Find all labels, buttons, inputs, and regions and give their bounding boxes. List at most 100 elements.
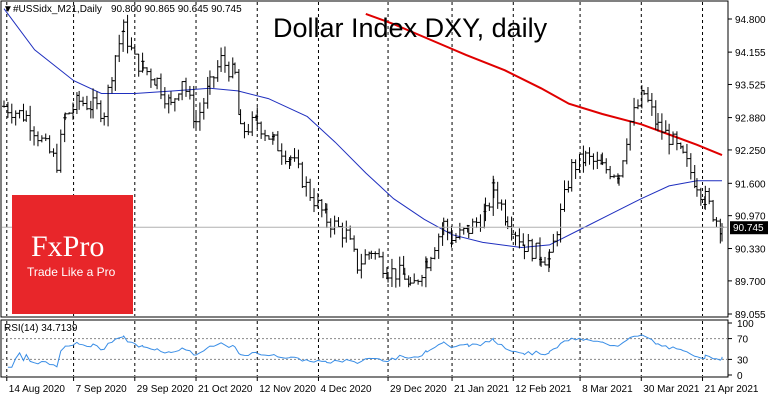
price-bar — [453, 233, 458, 243]
price-bar — [279, 143, 284, 165]
price-bar — [667, 123, 672, 155]
price-bar — [373, 251, 378, 260]
price-bar — [222, 46, 227, 73]
price-bar — [5, 101, 10, 118]
price-bar — [562, 180, 567, 212]
price-bar — [419, 274, 424, 287]
price-bar — [84, 95, 89, 111]
price-bar — [319, 198, 324, 218]
price-bar — [113, 55, 118, 91]
x-axis: 14 Aug 2020 7 Sep 2020 29 Sep 2020 21 Oct 2… — [6, 377, 759, 395]
price-bar — [259, 121, 264, 139]
price-bar — [348, 225, 353, 240]
rsi-label: RSI(14) 34.7139 — [4, 323, 78, 334]
price-bar — [187, 85, 192, 100]
price-bar — [470, 218, 475, 234]
price-bar — [543, 256, 548, 266]
price-bar — [425, 258, 430, 269]
price-bar — [369, 250, 374, 259]
price-bar — [32, 126, 37, 146]
price-bar — [694, 178, 699, 197]
price-tick-label: 91.600 — [735, 179, 766, 190]
x-tick-label: 4 Dec 2020 — [320, 384, 372, 395]
price-bar — [184, 77, 189, 97]
price-bar — [432, 247, 437, 260]
price-bar — [132, 46, 137, 55]
price-bar — [474, 217, 479, 229]
price-bar — [275, 131, 280, 152]
x-tick-label: 12 Feb 2021 — [515, 384, 572, 395]
price-bar — [271, 133, 276, 141]
price-bar — [63, 112, 68, 121]
x-tick-label: 21 Apr 2021 — [705, 384, 759, 395]
price-bar — [632, 97, 637, 126]
price-bar — [522, 244, 527, 260]
price-bar — [608, 165, 613, 180]
price-bar — [43, 133, 48, 142]
price-bar — [655, 112, 660, 132]
price-bar — [94, 91, 99, 110]
price-bar — [332, 215, 337, 235]
price-bar — [300, 161, 305, 189]
price-tick-label: 94.155 — [735, 48, 766, 59]
rsi-tick-label: 0 — [737, 371, 743, 382]
price-bar — [304, 176, 309, 197]
price-bar — [136, 53, 141, 77]
price-bar — [386, 274, 391, 283]
price-bar — [180, 81, 185, 101]
price-bar — [39, 135, 44, 143]
price-bar — [583, 150, 588, 167]
x-tick-label: 21 Oct 2020 — [198, 384, 253, 395]
price-bar — [393, 268, 398, 288]
price-bar — [344, 220, 349, 243]
current-price-text: 90.745 — [733, 223, 764, 234]
price-bar — [569, 159, 574, 192]
price-bar — [703, 185, 708, 210]
price-bar — [17, 109, 22, 119]
price-bar — [389, 258, 394, 287]
current-price-label: 90.745 — [730, 221, 768, 235]
price-bar — [255, 107, 260, 130]
price-bar — [530, 238, 535, 262]
price-bar — [125, 14, 130, 54]
price-bar — [698, 187, 703, 206]
price-bar — [363, 249, 368, 265]
price-bar — [558, 203, 563, 243]
rsi-tick-label: 30 — [737, 355, 749, 366]
price-bar — [534, 242, 539, 259]
price-bar — [539, 256, 544, 267]
price-bar — [681, 145, 686, 154]
price-bar — [573, 159, 578, 180]
price-tick-label: 89.055 — [735, 310, 766, 321]
x-tick-label: 29 Sep 2020 — [137, 384, 194, 395]
price-bar — [483, 197, 488, 222]
ma-red-line — [365, 12, 723, 157]
price-bar — [47, 135, 52, 154]
price-bar — [674, 131, 679, 151]
price-bar — [194, 112, 199, 129]
price-bar — [58, 129, 63, 173]
price-bar — [141, 60, 146, 71]
price-bar — [642, 89, 647, 96]
price-bar — [201, 97, 206, 120]
price-bar — [509, 216, 514, 241]
price-bar — [77, 90, 82, 110]
price-bar — [54, 143, 59, 173]
ma-blue-layer — [3, 8, 722, 249]
price-bar — [600, 152, 605, 166]
price-bar — [263, 129, 268, 142]
price-bar — [450, 231, 455, 245]
price-bar — [312, 188, 317, 213]
price-bar — [168, 91, 173, 106]
price-bar — [617, 174, 622, 186]
price-bar — [315, 193, 320, 209]
price-bar — [2, 100, 6, 108]
price-bar — [688, 153, 693, 180]
price-bar — [117, 34, 122, 63]
price-bar — [591, 153, 596, 170]
price-bar — [649, 93, 654, 116]
x-tick-label: 12 Nov 2020 — [259, 384, 316, 395]
price-tick-label: 92.880 — [735, 114, 766, 125]
price-bar — [355, 248, 360, 274]
price-bar — [359, 253, 364, 279]
